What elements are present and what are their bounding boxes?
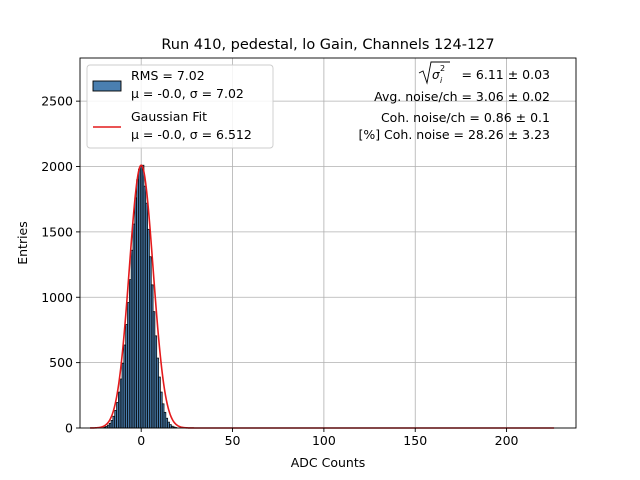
legend-label-rms: RMS = 7.02 — [131, 68, 205, 83]
annotation-coh-noise-pct: [%] Coh. noise = 28.26 ± 3.23 — [358, 127, 550, 142]
legend-label-rms-stats: μ = -0.0, σ = 7.02 — [131, 86, 244, 101]
svg-text:2: 2 — [440, 64, 445, 73]
noise-annotations: σ 2 i = 6.11 ± 0.03 Avg. noise/ch = 3.06… — [358, 61, 550, 142]
annotation-avg-noise: Avg. noise/ch = 3.06 ± 0.02 — [374, 89, 550, 104]
y-tick-label-0: 0 — [65, 421, 73, 436]
x-axis-ticks: 0 50 100 150 200 — [137, 428, 519, 448]
y-tick-label-2: 1000 — [41, 290, 73, 305]
y-tick-label-5: 2500 — [41, 94, 73, 109]
x-tick-label-0: 0 — [137, 433, 145, 448]
legend-label-fit: Gaussian Fit — [131, 109, 207, 124]
y-axis-label: Entries — [15, 221, 30, 265]
annotation-sigma: = 6.11 ± 0.03 — [461, 67, 550, 82]
y-tick-label-4: 2000 — [41, 159, 73, 174]
x-tick-label-3: 150 — [403, 433, 427, 448]
legend-box — [86, 64, 274, 149]
y-tick-label-3: 1500 — [41, 224, 73, 239]
sigma-symbol: σ 2 i — [418, 61, 450, 85]
x-tick-label-1: 50 — [225, 433, 241, 448]
y-axis-ticks: 0 500 1000 1500 2000 2500 — [41, 94, 80, 436]
legend-patch-histogram — [92, 80, 122, 92]
grid-lines — [80, 58, 576, 429]
y-tick-label-1: 500 — [49, 355, 73, 370]
x-tick-label-2: 100 — [312, 433, 336, 448]
svg-text:σ: σ — [432, 68, 440, 82]
annotation-coh-noise: Coh. noise/ch = 0.86 ± 0.1 — [381, 110, 550, 125]
legend-label-fit-stats: μ = -0.0, σ = 6.512 — [131, 127, 252, 142]
chart-title: Run 410, pedestal, lo Gain, Channels 124… — [161, 37, 494, 53]
x-axis-label: ADC Counts — [291, 455, 366, 470]
svg-text:i: i — [440, 76, 443, 85]
x-tick-label-4: 200 — [495, 433, 519, 448]
legend: RMS = 7.02 μ = -0.0, σ = 7.02 Gaussian F… — [86, 64, 274, 149]
plot-frame — [79, 57, 577, 429]
